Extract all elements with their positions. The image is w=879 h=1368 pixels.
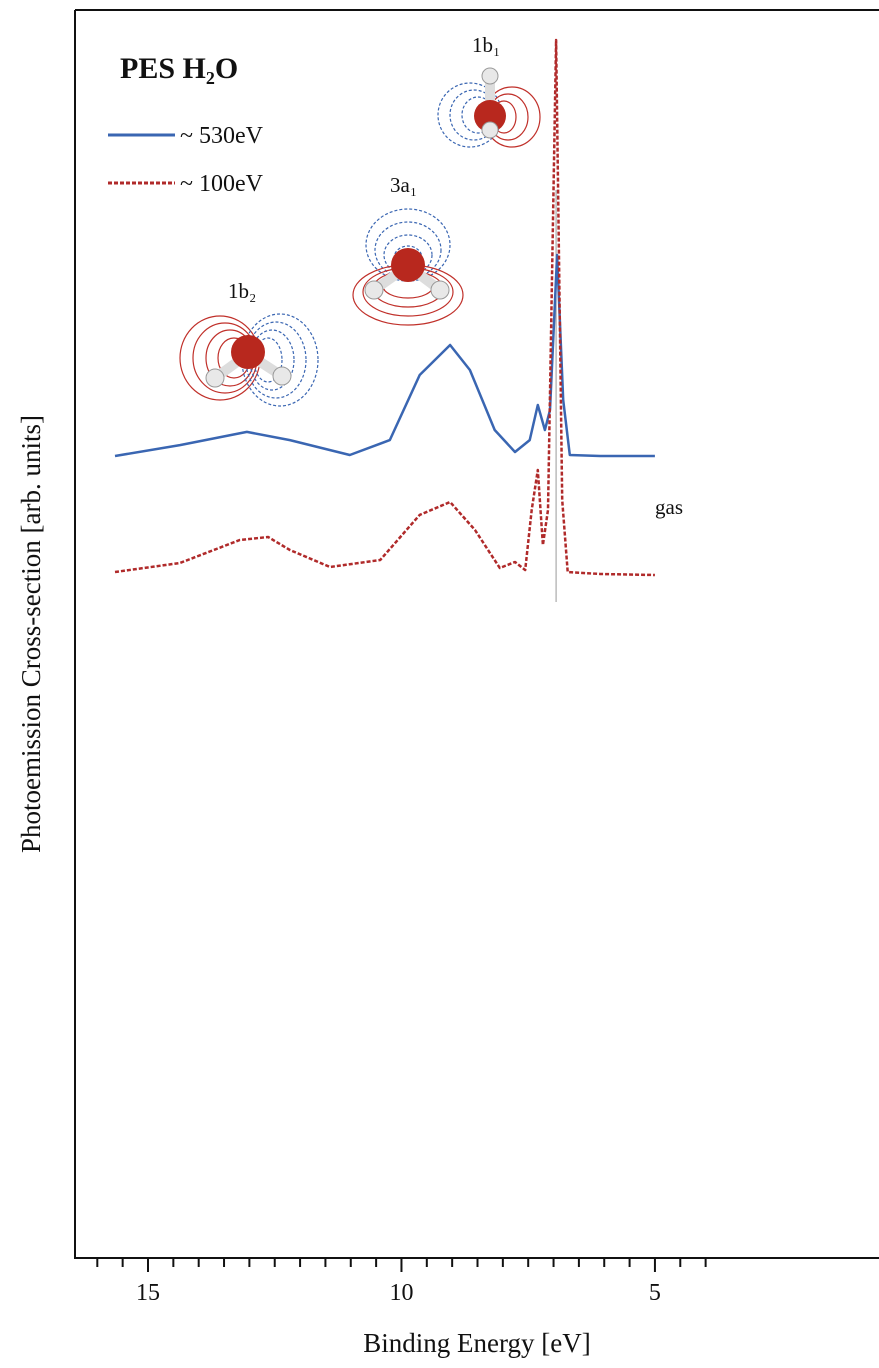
x-tick-label: 5	[649, 1280, 661, 1306]
chart-title: PES H₂O	[120, 52, 238, 85]
orbital-label: 1b₁	[472, 33, 500, 57]
legend-label: ~ 100eV	[180, 171, 264, 197]
annotation: gas	[655, 495, 683, 519]
series-line	[114, 38, 655, 577]
y-axis-title: Photoemission Cross-section [arb. units]	[16, 415, 46, 853]
series-line	[114, 253, 655, 458]
orbital-1b2	[179, 313, 319, 407]
legend-label: ~ 530eV	[180, 123, 264, 149]
orbital-label: 3a₁	[390, 173, 417, 197]
x-axis-title: Binding Energy [eV]	[363, 1328, 590, 1358]
x-tick-label: 10	[389, 1280, 413, 1306]
orbital-label: 1b₂	[228, 279, 256, 303]
orbital-1b1	[437, 67, 541, 148]
orbital-3a1	[352, 208, 464, 326]
x-tick-label: 15	[136, 1280, 160, 1306]
